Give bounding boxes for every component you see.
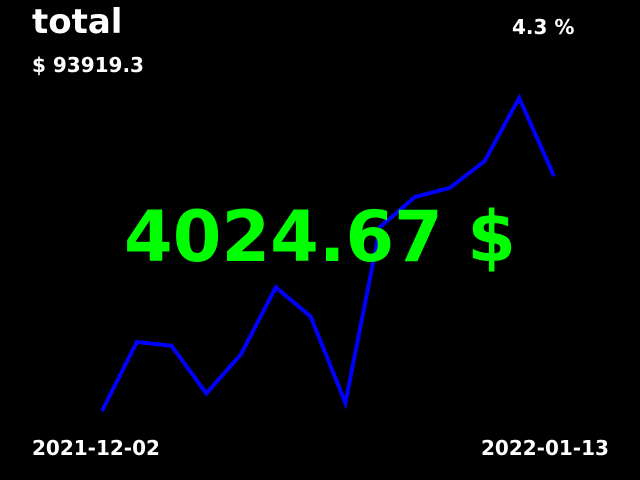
end-date: 2022-01-13 [481, 436, 609, 460]
percent-change: 4.3 % [512, 15, 575, 39]
page-title: total [32, 2, 123, 42]
total-value: $ 93919.3 [32, 53, 144, 77]
current-value: 4024.67 $ [124, 196, 516, 278]
start-date: 2021-12-02 [32, 436, 160, 460]
series-line-0 [100, 93, 556, 412]
